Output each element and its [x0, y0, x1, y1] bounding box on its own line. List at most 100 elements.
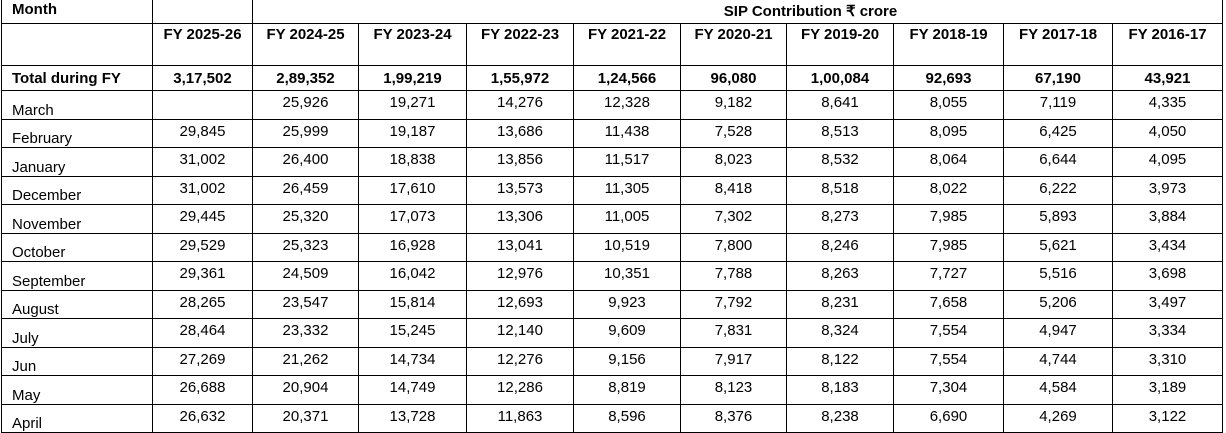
table-cell: 17,610 — [358, 175, 467, 205]
table-cell: 3,698 — [1112, 261, 1223, 291]
table-cell: 20,371 — [252, 403, 359, 433]
month-label: April — [1, 403, 153, 433]
table-cell: 8,418 — [680, 175, 787, 205]
title-row: Month SIP Contribution ₹ crore — [1, 0, 1223, 24]
table-cell: 4,095 — [1112, 147, 1223, 177]
column-header: FY 2016-17 — [1112, 23, 1223, 66]
table-cell: 13,686 — [466, 118, 574, 148]
table-cell: 27,269 — [152, 346, 253, 376]
column-header: FY 2021-22 — [573, 23, 681, 66]
table-cell: 8,273 — [786, 204, 894, 234]
table-cell: 7,554 — [893, 346, 1004, 376]
table-cell: 4,335 — [1112, 90, 1223, 120]
total-value: 96,080 — [680, 65, 787, 91]
table-cell: 13,728 — [358, 403, 467, 433]
table-cell: 5,516 — [1003, 261, 1113, 291]
table-cell: 8,246 — [786, 232, 894, 262]
total-value: 1,55,972 — [466, 65, 574, 91]
table-cell: 7,528 — [680, 118, 787, 148]
table-cell: 8,596 — [573, 403, 681, 433]
month-label: November — [1, 204, 153, 234]
blank-cell — [152, 0, 253, 24]
month-label: September — [1, 261, 153, 291]
table-cell: 19,187 — [358, 118, 467, 148]
total-label: Total during FY — [1, 65, 153, 91]
table-cell: 28,464 — [152, 318, 253, 348]
table-cell: 9,609 — [573, 318, 681, 348]
table-row: September 29,361 24,509 16,042 12,976 10,351 7… — [1, 261, 1223, 291]
table-cell: 26,459 — [252, 175, 359, 205]
table-cell: 5,893 — [1003, 204, 1113, 234]
table-cell: 28,265 — [152, 289, 253, 319]
table-cell: 23,332 — [252, 318, 359, 348]
table-cell: 24,509 — [252, 261, 359, 291]
table-cell: 4,744 — [1003, 346, 1113, 376]
table-cell: 10,519 — [573, 232, 681, 262]
table-row: July 28,464 23,332 15,245 12,140 9,609 7,831 8,… — [1, 318, 1223, 348]
month-label: February — [1, 118, 153, 148]
table-cell: 9,156 — [573, 346, 681, 376]
table-cell: 12,693 — [466, 289, 574, 319]
table-cell: 3,122 — [1112, 403, 1223, 433]
table-cell: 25,320 — [252, 204, 359, 234]
table-cell: 12,976 — [466, 261, 574, 291]
table-cell: 3,334 — [1112, 318, 1223, 348]
table-cell: 10,351 — [573, 261, 681, 291]
table-cell: 7,727 — [893, 261, 1004, 291]
total-row: Total during FY 3,17,502 2,89,352 1,99,219… — [1, 65, 1223, 91]
column-header: FY 2024-25 — [252, 23, 359, 66]
table-row: August 28,265 23,547 15,814 12,693 9,923 7,792… — [1, 289, 1223, 319]
table-cell: 7,554 — [893, 318, 1004, 348]
table-cell: 5,621 — [1003, 232, 1113, 262]
table-row: April 26,632 20,371 13,728 11,863 8,596 8,376 8… — [1, 403, 1223, 433]
table-row: May 26,688 20,904 14,749 12,286 8,819 8,123 8,1… — [1, 375, 1223, 405]
table-cell: 25,323 — [252, 232, 359, 262]
total-value: 92,693 — [893, 65, 1004, 91]
table-row: Jun 27,269 21,262 14,734 12,276 9,156 7,917 8,1… — [1, 346, 1223, 376]
column-header-row: FY 2025-26 FY 2024-25 FY 2023-24 FY 2022-23… — [1, 23, 1223, 66]
table-cell: 29,445 — [152, 204, 253, 234]
month-label: Jun — [1, 346, 153, 376]
table-cell: 11,438 — [573, 118, 681, 148]
table-cell: 8,064 — [893, 147, 1004, 177]
total-value: 1,24,566 — [573, 65, 681, 91]
table-cell: 29,529 — [152, 232, 253, 262]
table-cell: 4,050 — [1112, 118, 1223, 148]
table-cell: 8,513 — [786, 118, 894, 148]
table-cell: 14,276 — [466, 90, 574, 120]
table-cell: 8,023 — [680, 147, 787, 177]
column-header: FY 2022-23 — [466, 23, 574, 66]
table-cell: 8,238 — [786, 403, 894, 433]
table-cell: 11,005 — [573, 204, 681, 234]
table-cell: 13,573 — [466, 175, 574, 205]
table-cell: 29,361 — [152, 261, 253, 291]
table-cell: 7,985 — [893, 204, 1004, 234]
table-cell: 8,095 — [893, 118, 1004, 148]
blank-header-cell — [1, 23, 153, 66]
table-cell: 17,073 — [358, 204, 467, 234]
table-cell: 16,928 — [358, 232, 467, 262]
table-cell: 3,434 — [1112, 232, 1223, 262]
table-cell: 3,973 — [1112, 175, 1223, 205]
table-cell: 12,328 — [573, 90, 681, 120]
table-cell: 13,041 — [466, 232, 574, 262]
column-header: FY 2017-18 — [1003, 23, 1113, 66]
table-cell: 8,122 — [786, 346, 894, 376]
table-cell: 11,863 — [466, 403, 574, 433]
month-header: Month — [1, 0, 153, 24]
month-label: December — [1, 175, 153, 205]
table-row: November 29,445 25,320 17,073 13,306 11,005 7,… — [1, 204, 1223, 234]
table-cell: 31,002 — [152, 175, 253, 205]
table-cell: 19,271 — [358, 90, 467, 120]
table-cell: 6,425 — [1003, 118, 1113, 148]
table-cell: 31,002 — [152, 147, 253, 177]
table-cell: 11,305 — [573, 175, 681, 205]
column-header: FY 2018-19 — [893, 23, 1004, 66]
month-label: March — [1, 90, 153, 120]
table-row: March 25,926 19,271 14,276 12,328 9,182 8,641 8… — [1, 90, 1223, 120]
table-cell: 9,182 — [680, 90, 787, 120]
table-row: February 29,845 25,999 19,187 13,686 11,438 7,… — [1, 118, 1223, 148]
table-cell: 25,926 — [252, 90, 359, 120]
month-label: October — [1, 232, 153, 262]
column-header: FY 2020-21 — [680, 23, 787, 66]
